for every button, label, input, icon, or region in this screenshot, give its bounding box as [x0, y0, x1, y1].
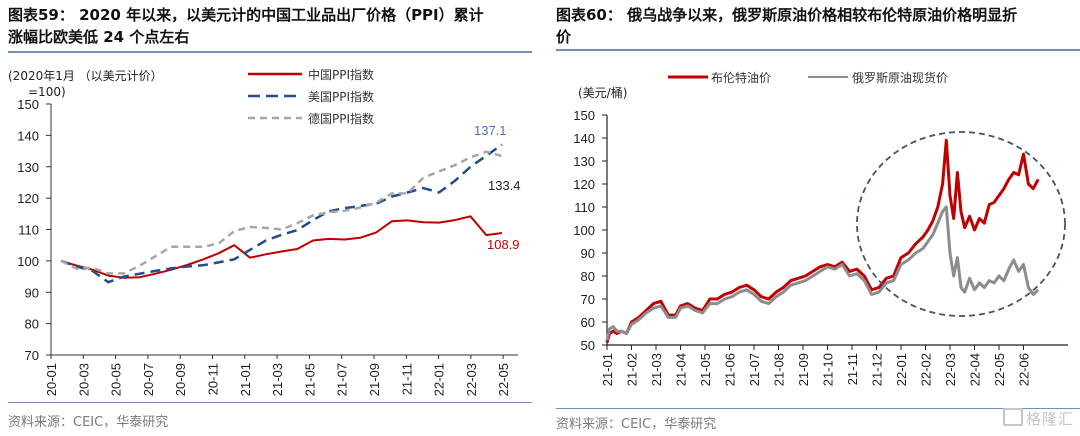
chart59-title-line1: 图表59： 2020 年以来，以美元计的中国工业品出厂价格（PPI）累计	[8, 6, 484, 24]
source-divider	[556, 408, 1080, 409]
source-divider	[8, 402, 532, 403]
x-tick-label: 22-01	[894, 353, 909, 386]
title-divider	[8, 51, 532, 53]
y-tick-label: 120	[573, 177, 595, 192]
y-tick-label: 110	[18, 223, 39, 238]
chart60-title-line1: 图表60： 俄乌战争以来，俄罗斯原油价格相较布伦特原油价格明显折	[556, 6, 1018, 24]
y-tick-label: 150	[573, 108, 595, 123]
legend-label: 美国PPI指数	[308, 89, 374, 104]
x-tick-label: 21-02	[625, 353, 640, 386]
x-tick-label: 21-09	[796, 353, 811, 386]
x-tick-label: 22-01	[432, 363, 447, 396]
highlight-ellipse	[856, 131, 1066, 317]
legend-label: 德国PPI指数	[308, 111, 374, 126]
x-tick-label: 21-12	[870, 353, 885, 386]
x-tick-label: 22-05	[496, 363, 511, 396]
x-tick-label: 22-03	[943, 353, 958, 386]
chart59-title-line2: 涨幅比欧美低 24 个点左右	[8, 28, 190, 46]
y-tick-label: 80	[581, 269, 595, 284]
logo-icon	[1002, 408, 1023, 426]
series-line-germany	[60, 150, 503, 275]
series-line-russia	[605, 205, 1040, 341]
y-axis-unit-label: (美元/桶)	[578, 85, 627, 100]
source-note: 资料来源：CEIC，华泰研究	[556, 417, 717, 432]
x-tick-label: 21-05	[698, 353, 713, 386]
x-tick-label: 20-11	[206, 363, 221, 395]
source-note: 资料来源：CEIC，华泰研究	[8, 415, 169, 430]
x-tick-label: 22-06	[1017, 353, 1032, 386]
y-tick-label: 90	[581, 246, 595, 261]
legend-label: 俄罗斯原油现货价	[852, 70, 948, 85]
y-tick-label: 90	[25, 285, 39, 300]
annotation-us-value: 137.1	[474, 123, 507, 138]
series-line-china	[60, 215, 503, 279]
watermark-text: 格隆汇	[1025, 410, 1074, 428]
y-tick-label: 140	[573, 131, 595, 146]
x-tick-label: 20-05	[109, 363, 124, 396]
x-tick-label: 21-04	[674, 353, 689, 386]
x-tick-label: 21-09	[367, 363, 382, 396]
y-tick-label: 80	[25, 317, 39, 332]
x-tick-label: 20-01	[44, 363, 59, 396]
watermark-logo: 格隆汇	[1002, 408, 1074, 429]
x-tick-label: 21-10	[821, 353, 836, 386]
y-tick-label: 110	[574, 200, 595, 215]
oil-price-chart: (美元/桶) 50 60 70 80 90 100 110 120 130 140 150 21-01 2…	[573, 70, 1068, 386]
chart59-title: 图表59： 2020 年以来，以美元计的中国工业品出厂价格（PPI）累计 涨幅比…	[8, 4, 528, 48]
annotation-germany-value: 133.4	[488, 178, 521, 193]
x-tick-label: 21-07	[747, 353, 762, 386]
x-tick-label: 22-02	[919, 353, 934, 386]
series-line-us	[60, 143, 503, 284]
y-tick-label: 130	[573, 154, 595, 169]
x-tick-label: 22-04	[968, 353, 983, 386]
y-tick-label: 50	[581, 338, 595, 353]
title-divider	[556, 49, 1080, 51]
x-tick-label: 22-03	[464, 363, 479, 396]
x-tick-label: 21-08	[772, 353, 787, 386]
x-tick-label: 20-03	[76, 363, 91, 396]
x-tick-label: 20-07	[141, 363, 156, 396]
y-tick-label: 70	[581, 292, 595, 307]
y-tick-label: 100	[573, 223, 595, 238]
series-line-brent	[605, 138, 1040, 344]
left-panel: 图表59： 2020 年以来，以美元计的中国工业品出厂价格（PPI）累计 涨幅比…	[0, 0, 532, 436]
x-tick-label: 21-01	[600, 353, 615, 386]
y-tick-label: 120	[17, 191, 39, 206]
legend-label: 布伦特油价	[711, 70, 771, 85]
ppi-chart: (2020年1月 （以美元计价） =100) 70 80 90 100 110 120 130 1…	[8, 67, 521, 396]
x-tick-label: 21-11	[399, 363, 414, 395]
x-tick-label: 21-05	[302, 363, 317, 396]
annotation-china-value: 108.9	[487, 237, 520, 252]
x-tick-label: 21-06	[723, 353, 738, 386]
chart60-title-line2: 价	[556, 28, 572, 46]
x-tick-label: 21-07	[335, 363, 350, 396]
x-tick-label: 22-05	[992, 353, 1007, 386]
right-panel: 图表60： 俄乌战争以来，俄罗斯原油价格相较布伦特原油价格明显折 价 (美元/桶…	[548, 0, 1080, 436]
y-tick-label: 60	[581, 315, 595, 330]
y-axis-unit-label-2: =100)	[28, 85, 66, 99]
x-tick-label: 20-09	[173, 363, 188, 396]
x-tick-label: 21-11	[845, 353, 860, 385]
x-tick-label: 21-03	[270, 363, 285, 396]
y-tick-label: 100	[17, 254, 39, 269]
chart60-title: 图表60： 俄乌战争以来，俄罗斯原油价格相较布伦特原油价格明显折 价	[556, 4, 1076, 48]
y-tick-label: 150	[17, 97, 39, 112]
y-tick-label: 70	[25, 348, 39, 363]
y-axis-unit-label: (2020年1月 （以美元计价）	[8, 69, 163, 83]
x-tick-label: 21-01	[238, 363, 253, 396]
legend-label: 中国PPI指数	[308, 67, 374, 82]
y-tick-label: 130	[17, 160, 39, 175]
x-tick-label: 21-03	[649, 353, 664, 386]
y-tick-label: 140	[17, 128, 39, 143]
